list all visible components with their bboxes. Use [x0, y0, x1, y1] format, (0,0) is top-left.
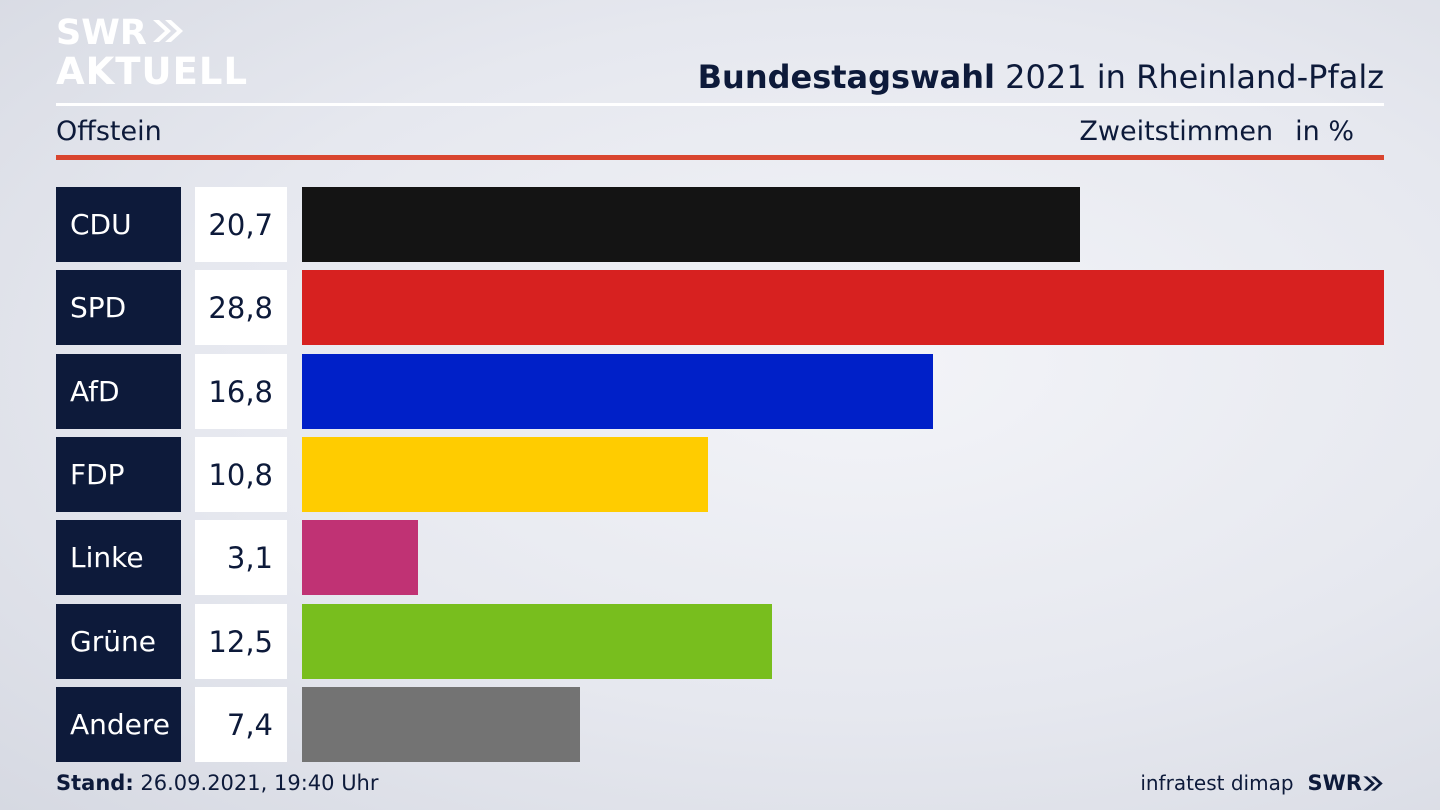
footer-swr-text: SWR — [1307, 771, 1362, 795]
swr-aktuell-logo: SWR AKTUELL — [56, 13, 249, 93]
source-text: infratest dimap — [1140, 771, 1294, 795]
stand-label: Stand: — [56, 771, 134, 795]
accent-divider — [56, 155, 1384, 160]
value-label-6: 7,4 — [195, 687, 287, 762]
measure-label: Zweitstimmen in % — [1079, 116, 1354, 147]
location-label: Offstein — [56, 116, 162, 147]
party-label-5: Grüne — [56, 604, 181, 679]
value-label-1: 28,8 — [195, 270, 287, 345]
title-rest: 2021 in Rheinland-Pfalz — [1005, 58, 1384, 96]
value-label-5: 12,5 — [195, 604, 287, 679]
party-label-3: FDP — [56, 437, 181, 512]
footer-swr-logo: SWR — [1308, 771, 1384, 795]
bar-3 — [302, 437, 708, 512]
logo-swr-text: SWR — [56, 13, 147, 53]
value-label-3: 10,8 — [195, 437, 287, 512]
bar-4 — [302, 520, 418, 595]
bar-1 — [302, 270, 1384, 345]
stand-value: 26.09.2021, 19:40 Uhr — [140, 771, 379, 795]
value-label-2: 16,8 — [195, 354, 287, 429]
value-label-0: 20,7 — [195, 187, 287, 262]
bar-5 — [302, 604, 772, 679]
party-label-1: SPD — [56, 270, 181, 345]
party-label-4: Linke — [56, 520, 181, 595]
logo-aktuell-text: AKTUELL — [56, 50, 249, 93]
footer-chevron-icon — [1363, 775, 1383, 791]
title-bold: Bundestagswahl — [697, 58, 995, 96]
bar-2 — [302, 354, 933, 429]
chart-title: Bundestagswahl 2021 in Rheinland-Pfalz — [698, 58, 1384, 96]
bar-0 — [302, 187, 1080, 262]
party-label-0: CDU — [56, 187, 181, 262]
double-chevron-icon — [151, 16, 185, 51]
footer-timestamp: Stand: 26.09.2021, 19:40 Uhr — [56, 771, 379, 795]
party-label-6: Andere — [56, 687, 181, 762]
party-label-2: AfD — [56, 354, 181, 429]
unit-text: in % — [1295, 116, 1354, 147]
footer-source: infratest dimap SWR — [1140, 771, 1384, 795]
bar-6 — [302, 687, 580, 762]
header-divider — [56, 103, 1384, 106]
value-label-4: 3,1 — [195, 520, 287, 595]
measure-text: Zweitstimmen — [1079, 116, 1274, 147]
